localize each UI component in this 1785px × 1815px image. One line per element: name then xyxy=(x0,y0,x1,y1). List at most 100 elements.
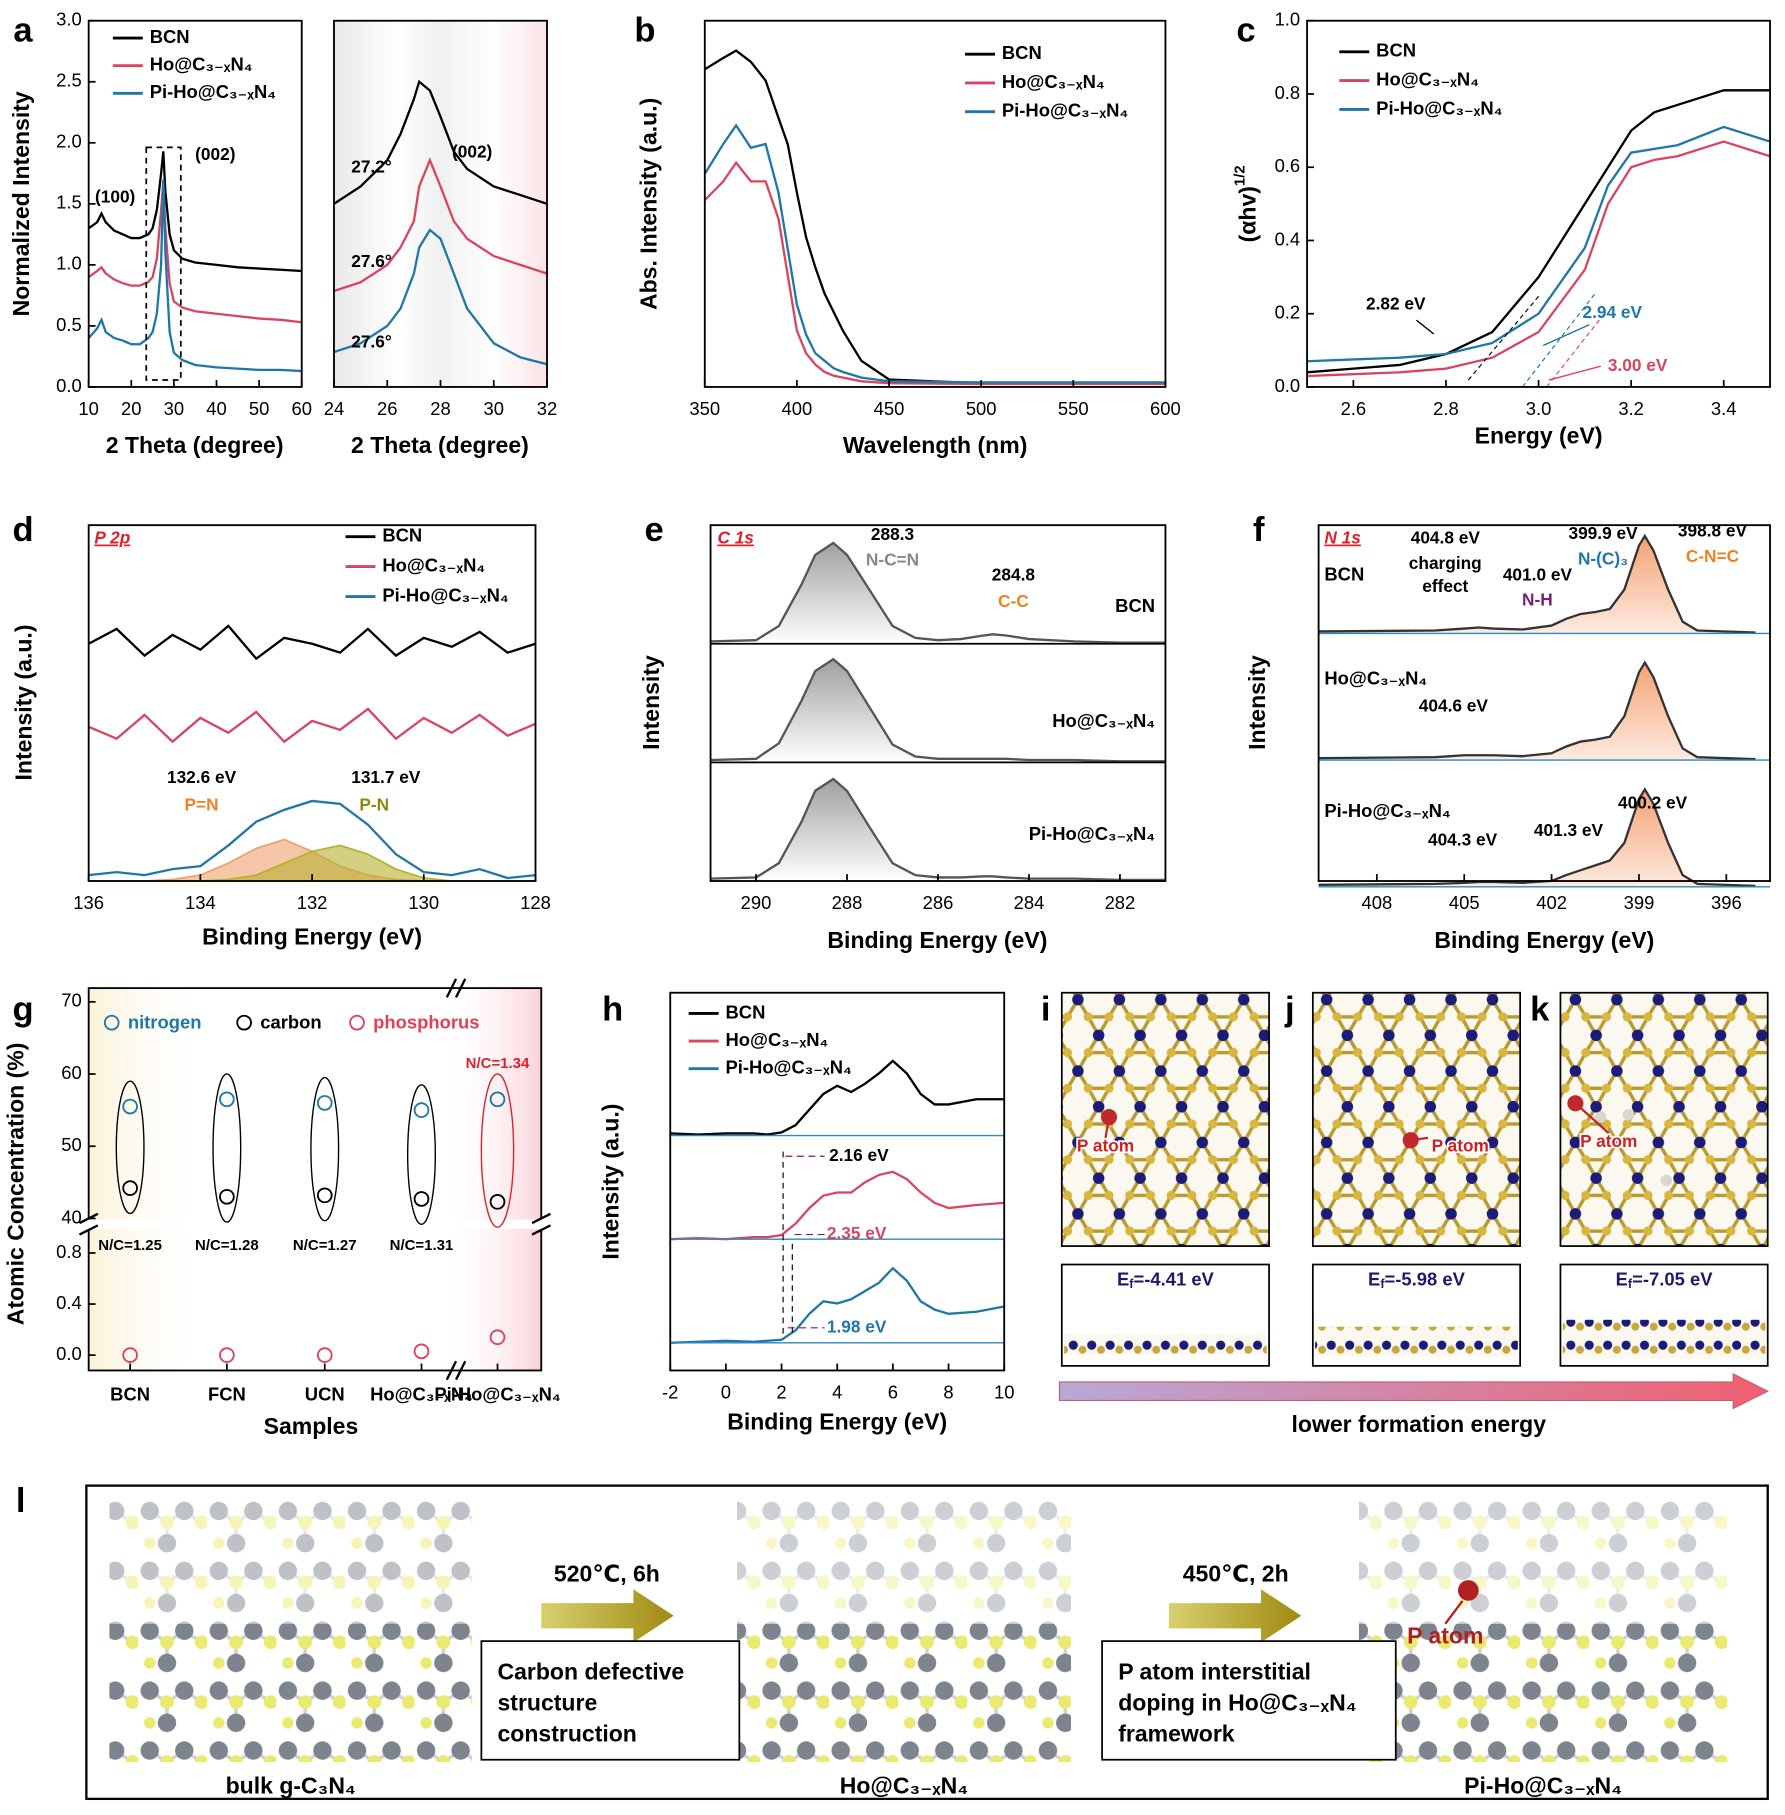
annotation: charging xyxy=(1409,553,1482,573)
lattice xyxy=(1358,1623,1728,1763)
panel-letter: a xyxy=(13,11,33,49)
y-tick-label: 1.5 xyxy=(56,192,82,213)
point xyxy=(489,1091,506,1108)
y-tick-label: 60 xyxy=(61,1062,81,1083)
y-axis-label: Abs. Intensity (a.u.) xyxy=(636,98,662,310)
panel-letter: j xyxy=(1284,990,1295,1028)
point xyxy=(489,1329,506,1346)
x-tick-label: 4 xyxy=(832,1381,842,1402)
x-tick-label: Ho@C₃₋ₓN₄ xyxy=(370,1384,473,1405)
x-tick-label: 60 xyxy=(291,398,311,419)
y-axis-label: Normalized Intensity xyxy=(8,91,34,316)
tangent xyxy=(1546,310,1607,388)
x-tick-label: -2 xyxy=(662,1381,678,1402)
series-line xyxy=(1306,89,1771,374)
x-tick-label: 550 xyxy=(1058,398,1089,419)
energy-value: =-7.05 eV xyxy=(1632,1268,1713,1289)
x-tick-label: 3.0 xyxy=(1526,398,1552,419)
y-tick-label: 0.2 xyxy=(1275,302,1301,323)
tangent xyxy=(1521,293,1596,388)
p-atom xyxy=(1457,1580,1479,1601)
h-atom xyxy=(1660,1174,1673,1187)
legend-label: BCN xyxy=(150,26,190,47)
x-tick-label: 600 xyxy=(1150,398,1181,419)
annotation: C 1s xyxy=(717,528,754,548)
series-line xyxy=(333,228,548,366)
series-line xyxy=(88,181,302,324)
lattice-faded xyxy=(737,1497,1071,1624)
structure-top-view xyxy=(1060,991,1270,1247)
x-tick-label: Pi-Ho@C₃₋ₓN₄ xyxy=(434,1384,560,1405)
x-tick-label: 500 xyxy=(966,398,997,419)
x-tick-label: 290 xyxy=(741,892,772,913)
annotation: 398.8 eV xyxy=(1678,521,1748,541)
pointer xyxy=(1542,324,1590,347)
annotation: N/C=1.28 xyxy=(195,1237,259,1254)
x-tick-label: 40 xyxy=(206,398,226,419)
y-tick-label: 0.6 xyxy=(1275,155,1301,176)
annotation: (100) xyxy=(95,187,135,207)
energy-value: =-5.98 eV xyxy=(1385,1268,1466,1289)
series-line xyxy=(333,79,548,205)
axis-break xyxy=(84,1219,546,1229)
energy-value: =-4.41 eV xyxy=(1134,1268,1215,1289)
panel-letter: k xyxy=(1530,990,1550,1028)
y-tick-label: 2.5 xyxy=(56,70,82,91)
x-axis-label: Energy (eV) xyxy=(1475,423,1603,449)
condition: 520℃, 6h xyxy=(554,1561,660,1587)
panel-letter: g xyxy=(12,990,33,1028)
annotation: 2.94 eV xyxy=(1582,302,1642,322)
panel: 10 20 30 40 50 60 0.0 0.5 1.0 1.5 2.0 2.5 3.0 BCN Ho@C… xyxy=(8,9,312,458)
series-line xyxy=(1318,660,1756,761)
plot-frame xyxy=(87,524,537,882)
series-line xyxy=(1307,140,1771,378)
y-tick-label: 50 xyxy=(61,1134,81,1155)
h-atom xyxy=(1594,1111,1607,1123)
series-line xyxy=(88,799,536,880)
annotation: 400.2 eV xyxy=(1618,792,1688,812)
background xyxy=(443,988,542,1371)
point xyxy=(219,1091,235,1108)
legend-label: Pi-Ho@C₃₋ₓN₄ xyxy=(382,584,508,605)
annotation: P=N xyxy=(184,795,218,815)
x-axis-label: Binding Energy (eV) xyxy=(727,1409,947,1435)
step-box xyxy=(480,1640,741,1761)
x-tick-label: 10 xyxy=(994,1381,1014,1402)
panel: 290 288 286 284 282 BCN Ho@C₃₋ₓN₄ Pi-Ho@C₃₋ₓN₄ C… xyxy=(638,511,1167,953)
lattice xyxy=(109,1623,473,1763)
annotation: 132.6 eV xyxy=(167,767,237,787)
panel: 408 405 402 399 396 BCN Ho@C₃₋ₓN₄ Pi-Ho@C₃₋ₓN₄ N… xyxy=(1244,511,1771,953)
annotation: P-N xyxy=(359,795,389,815)
annotation: 3.00 eV xyxy=(1608,355,1668,375)
panel-letter: d xyxy=(12,511,33,549)
pointer xyxy=(1104,1116,1111,1139)
x-tick-label: 2.6 xyxy=(1341,398,1367,419)
atom-label: P atom xyxy=(1077,1136,1134,1156)
legend-label: phosphorus xyxy=(373,1012,479,1033)
series-line xyxy=(670,1266,1005,1344)
point xyxy=(316,1187,333,1204)
process-arrow xyxy=(1168,1589,1302,1643)
series-line xyxy=(88,707,536,744)
y-tick-label: 0.5 xyxy=(56,314,82,335)
panel-letter: l xyxy=(16,1482,26,1520)
p-atom xyxy=(1402,1132,1419,1149)
trend-arrow xyxy=(1058,1372,1770,1410)
annotation: (002) xyxy=(195,144,235,164)
x-axis-label: Samples xyxy=(264,1413,359,1439)
annotation: 401.3 eV xyxy=(1534,820,1604,840)
annotation: 288.3 xyxy=(871,524,914,544)
step-description: structure xyxy=(497,1690,597,1716)
x-tick-label: 0 xyxy=(721,1381,731,1402)
y-tick-label: 3.0 xyxy=(56,9,82,30)
series-label: Ho@C₃₋ₓN₄ xyxy=(1052,710,1155,731)
annotation: 2.82 eV xyxy=(1366,294,1426,314)
atom-label: P atom xyxy=(1580,1131,1637,1151)
point xyxy=(413,1191,430,1207)
energy-label: Ef=-7.05 eV xyxy=(1616,1268,1714,1291)
series-label: Pi-Ho@C₃₋ₓN₄ xyxy=(1324,800,1450,821)
legend-label: Pi-Ho@C₃₋ₓN₄ xyxy=(150,81,276,102)
y-tick-label: 70 xyxy=(61,990,81,1011)
energy-label: Ef=-4.41 eV xyxy=(1117,1268,1215,1291)
annotation: C-C xyxy=(998,591,1029,611)
